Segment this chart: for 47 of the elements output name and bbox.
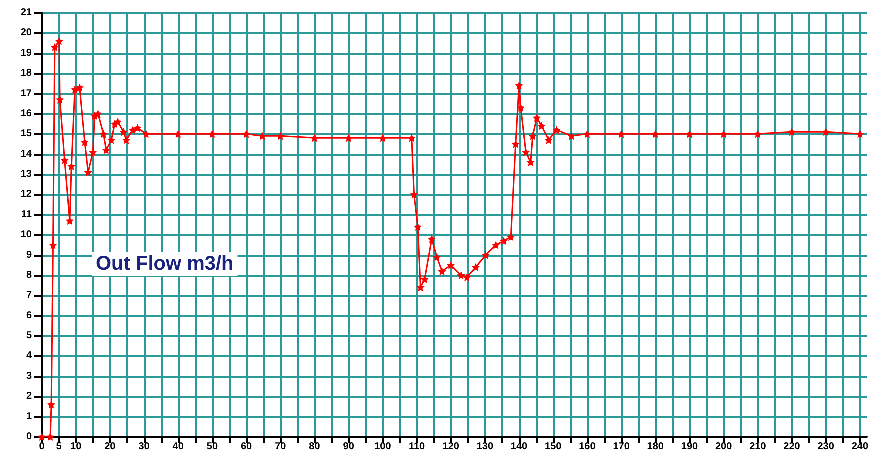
y-tick-label: 10 <box>20 230 32 241</box>
y-tick-label: 19 <box>20 48 32 59</box>
x-tick-label: 120 <box>442 442 460 452</box>
x-tick-label: 50 <box>206 442 218 452</box>
x-tick-label: 80 <box>309 442 321 452</box>
text: Out Flow m3/h <box>96 253 234 275</box>
y-tick-label: 3 <box>26 370 32 382</box>
y-tick-label: 17 <box>20 88 32 100</box>
y-tick-label: 16 <box>20 108 32 120</box>
x-tick-label: 110 <box>408 442 426 452</box>
y-tick-label: 6 <box>26 310 32 322</box>
x-tick-label: 220 <box>784 442 801 452</box>
x-tick-label: 160 <box>579 442 596 452</box>
y-tick-label: 15 <box>20 128 32 140</box>
x-tick-label: 90 <box>343 442 355 452</box>
x-tick-label: 20 <box>104 442 116 452</box>
x-tick-label: 210 <box>750 442 767 452</box>
y-tick-label: 5 <box>26 330 32 342</box>
x-tick-label: 30 <box>138 442 150 452</box>
x-tick-label: 190 <box>681 442 699 452</box>
x-tick-label: 170 <box>613 442 630 452</box>
y-tick-label: 21 <box>20 8 32 18</box>
x-tick-label: 100 <box>374 442 392 452</box>
x-tick-label: 60 <box>240 442 253 452</box>
y-tick-label: 9 <box>26 250 32 261</box>
x-tick-label: 130 <box>476 442 494 452</box>
y-tick-label: 18 <box>20 68 32 80</box>
y-tick-label: 14 <box>20 148 32 160</box>
y-tick-label: 12 <box>20 189 32 200</box>
x-tick-label: 200 <box>715 442 733 452</box>
y-tick-label: 11 <box>21 209 32 220</box>
y-tick-label: 8 <box>26 270 32 281</box>
x-tick-label: 180 <box>647 442 664 452</box>
y-tick-label: 13 <box>20 169 32 180</box>
x-tick-label: 40 <box>172 442 184 452</box>
y-tick-label: 7 <box>26 290 32 302</box>
y-tick-label: 4 <box>26 350 32 362</box>
y-tick-label: 0 <box>26 432 32 442</box>
x-tick-label: 140 <box>510 442 528 452</box>
x-tick-label: 10 <box>70 442 82 452</box>
x-tick-label: 150 <box>545 442 562 452</box>
y-tick-label: 20 <box>20 28 32 39</box>
x-tick-label: 240 <box>852 442 869 452</box>
x-tick-label: 230 <box>818 442 835 452</box>
y-tick-label: 1 <box>26 411 32 422</box>
y-tick-label: 2 <box>26 391 32 402</box>
x-tick-label: 70 <box>275 442 287 452</box>
